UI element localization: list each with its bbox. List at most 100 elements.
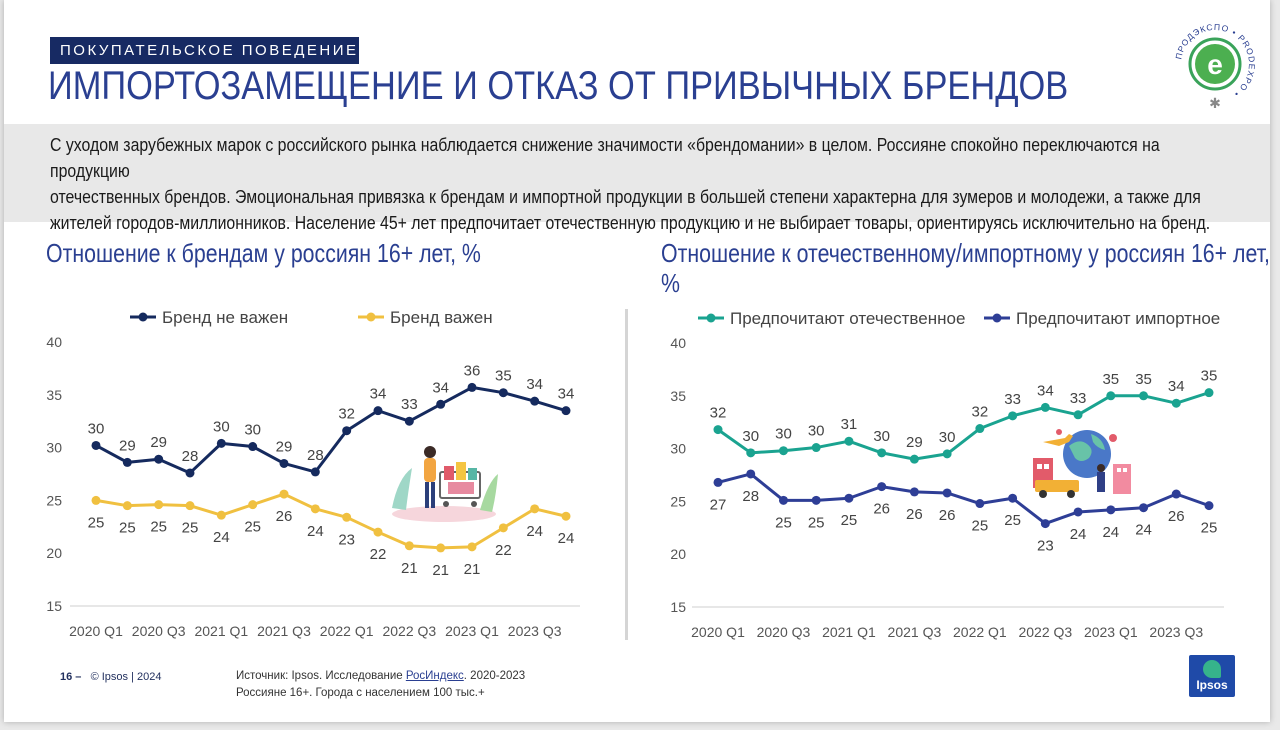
data-label: 25: [808, 514, 825, 531]
data-label: 32: [972, 404, 989, 421]
data-label: 28: [182, 448, 199, 465]
data-label: 35: [1135, 371, 1152, 388]
data-label: 28: [307, 447, 324, 464]
data-label: 25: [150, 519, 167, 536]
data-label: 25: [1201, 520, 1218, 537]
x-tick-label: 2021 Q3: [257, 623, 311, 639]
data-point: [467, 382, 477, 392]
data-label: 24: [213, 529, 230, 546]
data-label: 30: [873, 428, 890, 445]
data-point: [975, 499, 985, 509]
data-label: 35: [1201, 368, 1218, 385]
data-label: 26: [939, 507, 956, 524]
data-label: 28: [742, 488, 759, 505]
data-point: [1139, 503, 1149, 513]
section-tag: ПОКУПАТЕЛЬСКОЕ ПОВЕДЕНИЕ: [50, 37, 359, 64]
x-tick-label: 2023 Q1: [445, 623, 499, 639]
data-point: [909, 487, 919, 497]
data-label: 31: [841, 416, 858, 433]
data-point: [561, 406, 571, 416]
data-label: 25: [88, 514, 105, 531]
y-tick-label: 35: [46, 387, 62, 403]
data-label: 24: [1135, 522, 1152, 539]
data-label: 21: [464, 561, 481, 578]
data-point: [216, 510, 226, 520]
y-tick-label: 30: [670, 441, 686, 457]
data-label: 25: [119, 520, 136, 537]
y-tick-label: 30: [46, 440, 62, 456]
data-point: [1073, 410, 1083, 420]
data-point: [310, 467, 320, 477]
data-point: [404, 416, 414, 426]
data-point: [436, 543, 446, 553]
x-tick-label: 2021 Q1: [822, 624, 876, 640]
x-tick-label: 2020 Q1: [691, 624, 745, 640]
source-link[interactable]: РосИндекс: [405, 670, 464, 682]
chart-title-brands: Отношение к брендам у россиян 16+ лет, %: [46, 238, 481, 268]
data-point: [1139, 391, 1149, 401]
data-point: [746, 448, 756, 458]
x-tick-label: 2020 Q1: [69, 623, 123, 639]
y-tick-label: 20: [46, 545, 62, 561]
data-point: [216, 438, 226, 448]
data-point: [436, 399, 446, 409]
x-tick-label: 2021 Q1: [194, 623, 248, 639]
logistics-illustration: [1033, 429, 1131, 498]
data-point: [877, 448, 887, 458]
data-point: [1204, 388, 1214, 398]
intro-line: С уходом зарубежных марок с российского …: [50, 135, 1160, 181]
data-label: 22: [495, 542, 512, 559]
data-label: 29: [150, 434, 167, 451]
data-point: [1008, 493, 1018, 503]
data-label: 24: [526, 523, 543, 540]
data-label: 32: [338, 406, 355, 423]
domestic-import-chart: 15 20 25 30 35 40 2020 Q1 2020 Q3 2021 Q1 2021 Q3…: [670, 309, 1224, 640]
data-point: [942, 488, 952, 498]
data-label: 30: [775, 426, 792, 443]
data-label: 32: [710, 405, 727, 422]
data-label: 21: [432, 562, 449, 579]
legend-label: Предпочитают импортное: [1016, 309, 1220, 328]
data-label: 24: [307, 523, 324, 540]
data-point: [248, 442, 258, 452]
data-label: 27: [710, 496, 727, 513]
data-label: 23: [338, 531, 355, 548]
source-prefix: Источник: Ipsos. Исследование: [236, 670, 406, 682]
legend-marker: [992, 313, 1002, 323]
data-label: 21: [401, 560, 418, 577]
intro-line: жителей городов-миллионников. Население …: [50, 213, 1211, 233]
data-label: 35: [1102, 371, 1119, 388]
data-label: 26: [1168, 508, 1185, 525]
data-point: [530, 396, 540, 406]
data-label: 24: [1102, 524, 1119, 541]
y-tick-label: 15: [670, 599, 686, 615]
series-line: [717, 472, 1210, 526]
source-line2: Россияне 16+. Города с населением 100 ты…: [236, 687, 485, 699]
data-point: [498, 388, 508, 398]
y-tick-label: 40: [46, 334, 62, 350]
data-point: [373, 527, 383, 537]
x-tick-label: 2022 Q1: [320, 623, 374, 639]
data-point: [122, 501, 132, 511]
source-suffix: . 2020-2023: [463, 670, 526, 682]
legend-label: Бренд не важен: [162, 308, 288, 327]
data-label: 34: [432, 379, 449, 396]
data-label: 34: [1037, 382, 1054, 399]
intro-text: С уходом зарубежных марок с российского …: [4, 124, 1270, 233]
ipsos-logo: Ipsos: [1189, 655, 1235, 697]
y-tick-label: 35: [670, 388, 686, 404]
x-tick-label: 2021 Q3: [888, 624, 942, 640]
data-point: [154, 454, 164, 464]
data-point: [1106, 391, 1116, 401]
y-tick-label: 40: [670, 335, 686, 351]
data-point: [975, 424, 985, 434]
divider: [625, 309, 628, 640]
data-point: [154, 500, 164, 510]
data-label: 34: [1168, 378, 1185, 395]
data-label: 24: [1070, 526, 1087, 543]
data-label: 29: [906, 434, 923, 451]
y-tick-label: 25: [670, 493, 686, 509]
data-point: [342, 512, 352, 522]
data-point: [279, 489, 289, 499]
source-note: Источник: Ipsos. Исследование РосИндекс.…: [236, 668, 525, 702]
